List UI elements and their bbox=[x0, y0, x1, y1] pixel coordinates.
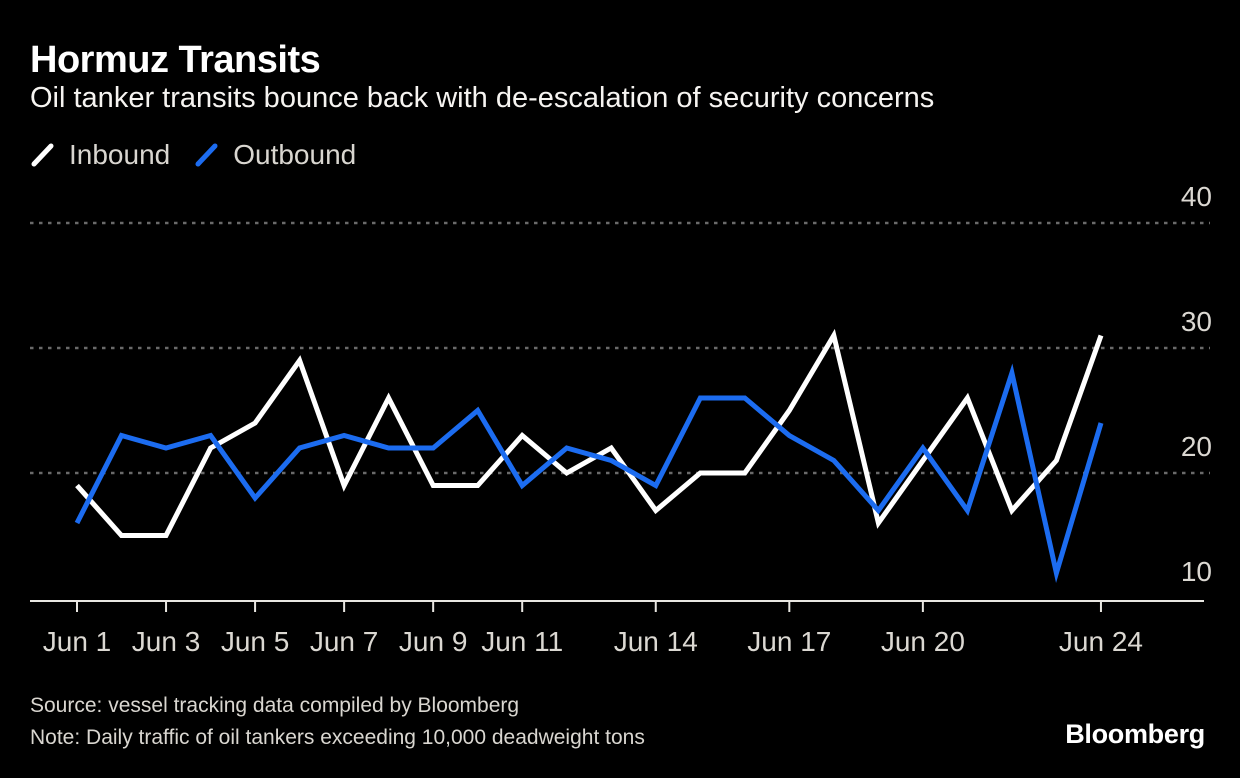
x-axis-label: Jun 11 bbox=[481, 626, 563, 657]
inbound-swatch-stroke bbox=[31, 143, 54, 167]
source-note: Source: vessel tracking data compiled by… bbox=[30, 694, 520, 717]
x-axis-label: Jun 3 bbox=[132, 626, 201, 657]
legend-item-inbound: Inbound bbox=[30, 141, 170, 169]
chart-title: Hormuz Transits bbox=[30, 39, 321, 81]
legend-label-outbound: Outbound bbox=[233, 139, 357, 170]
y-axis-label: 10 bbox=[1181, 556, 1212, 587]
outbound-series-line bbox=[74, 363, 1104, 583]
x-axis-label: Jun 14 bbox=[614, 626, 698, 657]
x-axis-label: Jun 5 bbox=[221, 626, 290, 657]
x-axis-label: Jun 17 bbox=[747, 626, 831, 657]
legend-item-outbound: Outbound bbox=[194, 141, 356, 169]
x-axis-label: Jun 9 bbox=[399, 626, 468, 657]
x-axis-label: Jun 24 bbox=[1059, 626, 1143, 657]
outbound-swatch-stroke bbox=[195, 143, 218, 167]
chart-legend: Inbound Outbound bbox=[30, 139, 380, 171]
bloomberg-logo: Bloomberg bbox=[1065, 719, 1205, 749]
chart-subtitle: Oil tanker transits bounce back with de-… bbox=[30, 82, 935, 114]
x-axis-label: Jun 20 bbox=[881, 626, 965, 657]
inbound-series-line bbox=[75, 328, 1104, 538]
methodology-note: Note: Daily traffic of oil tankers excee… bbox=[30, 726, 645, 749]
legend-label-inbound: Inbound bbox=[69, 139, 171, 170]
x-axis-label: Jun 7 bbox=[310, 626, 379, 657]
y-axis-label: 30 bbox=[1181, 306, 1212, 337]
x-axis-label: Jun 1 bbox=[43, 626, 112, 657]
y-axis-label: 40 bbox=[1181, 181, 1212, 212]
outbound-line-swatch-icon bbox=[195, 143, 218, 167]
inbound-line-swatch-icon bbox=[31, 143, 54, 167]
y-axis-label: 20 bbox=[1181, 431, 1212, 462]
